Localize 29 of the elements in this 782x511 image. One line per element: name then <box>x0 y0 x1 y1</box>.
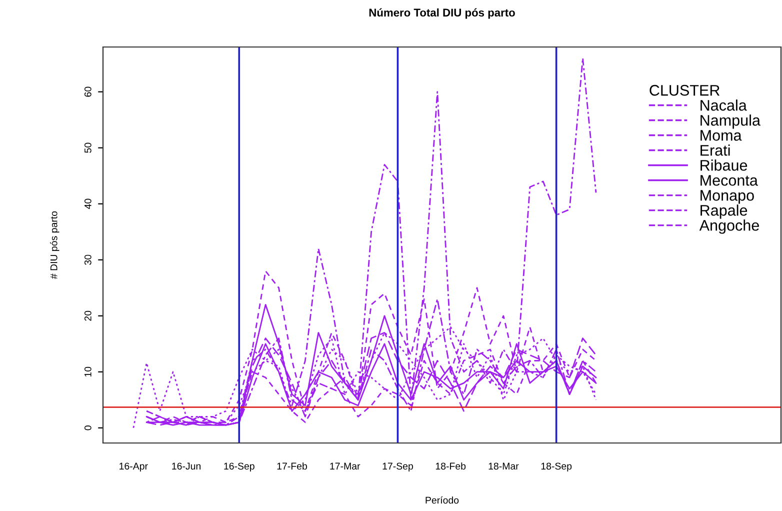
x-tick-label: 18-Feb <box>436 462 466 470</box>
x-tick-label: 16-Sep <box>224 462 254 472</box>
legend-label: Meconta <box>700 175 758 186</box>
legend-label: Nacala <box>700 100 747 111</box>
x-tick-label: 16-Jun <box>172 462 200 470</box>
x-tick-label: 18-Sep <box>541 462 572 472</box>
x-tick-label: 16-Apr <box>120 462 148 472</box>
y-tick-label: 0 <box>84 426 92 430</box>
x-tick-label: 17-Sep <box>382 462 413 472</box>
legend-label: Moma <box>700 130 742 141</box>
y-tick-label: 50 <box>84 142 92 153</box>
legend-label: Rapale <box>700 204 748 219</box>
y-tick-label: 20 <box>84 310 92 321</box>
y-axis-title: # DIU pós parto <box>50 211 60 279</box>
legend-label: Ribaue <box>700 160 748 171</box>
legend-title: CLUSTER <box>650 84 720 96</box>
y-tick-label: 30 <box>84 254 92 265</box>
legend-label: Erati <box>700 144 730 156</box>
legend-label: Angoche <box>699 220 759 234</box>
y-tick-label: 40 <box>84 198 92 210</box>
x-tick-label: 17-Feb <box>277 462 307 470</box>
x-tick-label: 18-Mar <box>488 462 519 470</box>
x-axis-title: Período <box>426 496 459 504</box>
y-tick-label: 60 <box>84 86 92 97</box>
chart-title: Número Total DIU pós parto <box>369 8 515 19</box>
x-tick-label: 17-Mar <box>330 462 360 470</box>
y-tick-label: 10 <box>84 366 92 377</box>
legend-label: Nampula <box>700 114 760 129</box>
legend-label: Monapo <box>700 190 754 204</box>
